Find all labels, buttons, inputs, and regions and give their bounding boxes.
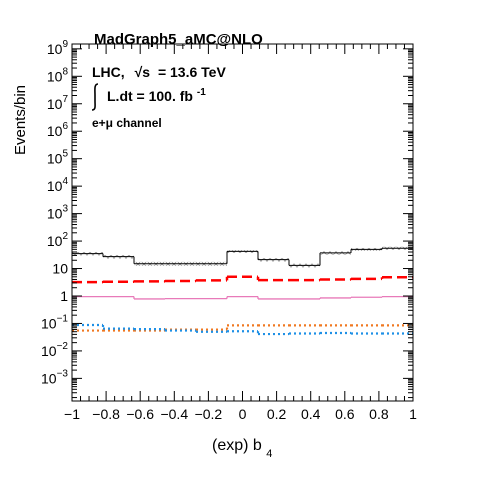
y-tick-label: 10 xyxy=(52,261,68,277)
y-tick-base: 10 xyxy=(47,123,63,139)
y-tick-exponent: −3 xyxy=(57,368,69,379)
y-tick-base: 10 xyxy=(52,261,68,277)
y-tick-label: 1 xyxy=(60,288,68,304)
y-tick-label: 107 xyxy=(47,94,69,112)
y-tick-exponent: 6 xyxy=(62,121,68,132)
y-tick-exponent: −2 xyxy=(57,341,69,352)
y-tick-exponent: 2 xyxy=(62,231,68,242)
y-tick-label: 104 xyxy=(47,176,69,194)
x-tick-label: −0.4 xyxy=(160,406,188,422)
x-tick-label: 0.8 xyxy=(369,406,389,422)
series-4 xyxy=(72,323,413,336)
energy-sqrt: √s xyxy=(135,64,151,80)
y-tick-base: 10 xyxy=(47,178,63,194)
x-axis-label-sub: 4 xyxy=(266,448,272,460)
y-tick-label: 10−2 xyxy=(41,341,68,359)
x-axis-label: (exp) b 4 xyxy=(212,437,272,460)
y-tick-base: 10 xyxy=(47,151,63,167)
x-axis-label-main: (exp) b xyxy=(212,437,262,454)
y-tick-exponent: −1 xyxy=(57,313,69,324)
y-tick-base: 10 xyxy=(47,233,63,249)
x-tick-label: −0.8 xyxy=(92,406,120,422)
y-tick-label: 105 xyxy=(47,149,69,167)
y-tick-label: 109 xyxy=(47,39,69,57)
y-tick-label: 106 xyxy=(47,121,69,139)
plot-layer xyxy=(72,246,413,336)
energy-prefix: LHC, xyxy=(92,64,125,80)
y-tick-base: 10 xyxy=(41,370,57,386)
lumi-exponent: -1 xyxy=(197,87,206,98)
ticks-layer: −1 −0.8 −0.6 −0.4 −0.2 0 0.2 0.4 0.6 0.8 110−310−2… xyxy=(41,39,417,422)
x-tick-label: 0.4 xyxy=(301,406,321,422)
y-tick-base: 1 xyxy=(60,288,68,304)
energy-annotation: LHC, √s = 13.6 TeV xyxy=(92,64,226,80)
y-tick-exponent: 8 xyxy=(62,66,68,77)
channel-annotation: e+μ channel xyxy=(92,116,162,130)
y-tick-label: 108 xyxy=(47,66,69,84)
y-tick-base: 10 xyxy=(47,68,63,84)
y-tick-exponent: 3 xyxy=(62,204,68,215)
series-1 xyxy=(72,275,413,284)
lumi-annotation: L.dt = 100. fb -1 xyxy=(107,87,206,104)
lumi-text: L.dt = 100. fb xyxy=(107,88,193,104)
x-tick-label: −0.6 xyxy=(126,406,154,422)
x-tick-label: 0.2 xyxy=(267,406,287,422)
y-tick-exponent: 4 xyxy=(62,176,68,187)
y-tick-label: 102 xyxy=(47,231,69,249)
series-0 xyxy=(72,247,413,266)
chart-header: MadGraph5_aMC@NLO xyxy=(94,31,263,48)
y-axis-label: Events/bin xyxy=(12,85,29,155)
x-tick-label: 0.6 xyxy=(335,406,355,422)
x-tick-label: −0.2 xyxy=(195,406,223,422)
x-tick-label: 0 xyxy=(239,406,247,422)
y-tick-base: 10 xyxy=(47,96,63,112)
x-tick-label: 1 xyxy=(409,406,417,422)
y-tick-base: 10 xyxy=(41,343,57,359)
y-tick-base: 10 xyxy=(47,206,63,222)
y-tick-label: 10−3 xyxy=(41,368,68,386)
energy-value: = 13.6 TeV xyxy=(158,64,227,80)
y-tick-label: 103 xyxy=(47,204,69,222)
y-tick-exponent: 7 xyxy=(62,94,68,105)
y-tick-exponent: 5 xyxy=(62,149,68,160)
integral-sign xyxy=(91,83,99,111)
y-tick-base: 10 xyxy=(47,41,63,57)
y-tick-exponent: 9 xyxy=(62,39,68,50)
y-tick-label: 10−1 xyxy=(41,313,68,331)
series-2 xyxy=(72,295,413,300)
y-tick-base: 10 xyxy=(41,315,57,331)
x-tick-label: −1 xyxy=(64,406,80,422)
